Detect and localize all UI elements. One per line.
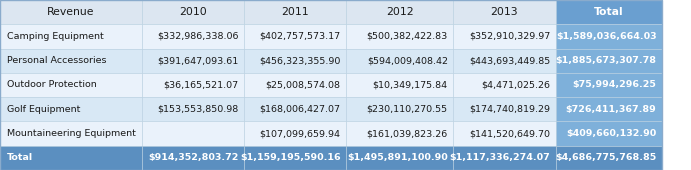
Text: $1,885,673,307.78: $1,885,673,307.78 xyxy=(556,56,656,65)
Bar xyxy=(556,0,662,24)
Text: $443,693,449.85: $443,693,449.85 xyxy=(468,56,550,65)
Bar xyxy=(244,97,346,121)
Bar xyxy=(142,121,244,146)
Bar xyxy=(142,24,244,49)
Bar xyxy=(244,73,346,97)
Bar xyxy=(0,97,142,121)
Text: $402,757,573.17: $402,757,573.17 xyxy=(260,32,341,41)
Text: $25,008,574.08: $25,008,574.08 xyxy=(265,81,341,89)
Bar xyxy=(244,0,346,24)
Text: $1,159,195,590.16: $1,159,195,590.16 xyxy=(240,153,341,162)
Text: Golf Equipment: Golf Equipment xyxy=(7,105,80,114)
Bar xyxy=(556,49,662,73)
Bar xyxy=(142,73,244,97)
Text: $153,553,850.98: $153,553,850.98 xyxy=(157,105,238,114)
Bar xyxy=(453,146,556,170)
Bar xyxy=(556,73,662,97)
Text: 2011: 2011 xyxy=(281,7,309,17)
Text: $1,495,891,100.90: $1,495,891,100.90 xyxy=(347,153,448,162)
Bar xyxy=(142,0,244,24)
Bar xyxy=(0,121,142,146)
Bar xyxy=(346,24,453,49)
Text: $1,589,036,664.03: $1,589,036,664.03 xyxy=(556,32,656,41)
Bar xyxy=(142,49,244,73)
Text: $174,740,819.29: $174,740,819.29 xyxy=(469,105,550,114)
Bar xyxy=(0,0,142,24)
Bar xyxy=(453,121,556,146)
Bar xyxy=(346,73,453,97)
Text: $230,110,270.55: $230,110,270.55 xyxy=(367,105,448,114)
Bar xyxy=(346,0,453,24)
Text: $500,382,422.83: $500,382,422.83 xyxy=(366,32,448,41)
Bar xyxy=(244,49,346,73)
Bar xyxy=(346,146,453,170)
Text: $141,520,649.70: $141,520,649.70 xyxy=(469,129,550,138)
Bar xyxy=(453,73,556,97)
Text: $456,323,355.90: $456,323,355.90 xyxy=(259,56,341,65)
Bar xyxy=(346,49,453,73)
Text: 2013: 2013 xyxy=(491,7,518,17)
Bar xyxy=(244,24,346,49)
Bar xyxy=(556,121,662,146)
Bar xyxy=(453,97,556,121)
Text: $168,006,427.07: $168,006,427.07 xyxy=(260,105,341,114)
Text: Outdoor Protection: Outdoor Protection xyxy=(7,81,97,89)
Bar xyxy=(556,24,662,49)
Bar xyxy=(453,49,556,73)
Text: $75,994,296.25: $75,994,296.25 xyxy=(573,81,656,89)
Text: $409,660,132.90: $409,660,132.90 xyxy=(566,129,656,138)
Bar xyxy=(346,97,453,121)
Text: $4,686,775,768.85: $4,686,775,768.85 xyxy=(555,153,656,162)
Text: Mountaineering Equipment: Mountaineering Equipment xyxy=(7,129,136,138)
Text: 2012: 2012 xyxy=(386,7,413,17)
Text: $914,352,803.72: $914,352,803.72 xyxy=(148,153,238,162)
Text: 2010: 2010 xyxy=(179,7,207,17)
Text: $726,411,367.89: $726,411,367.89 xyxy=(566,105,656,114)
Text: Personal Accessories: Personal Accessories xyxy=(7,56,106,65)
Text: $594,009,408.42: $594,009,408.42 xyxy=(367,56,448,65)
Text: $4,471,025.26: $4,471,025.26 xyxy=(481,81,550,89)
Bar xyxy=(244,121,346,146)
Bar xyxy=(142,146,244,170)
Bar xyxy=(346,121,453,146)
Bar xyxy=(142,97,244,121)
Bar xyxy=(453,24,556,49)
Text: $391,647,093.61: $391,647,093.61 xyxy=(157,56,238,65)
Bar xyxy=(244,146,346,170)
Bar xyxy=(0,73,142,97)
Bar xyxy=(556,97,662,121)
Text: $36,165,521.07: $36,165,521.07 xyxy=(163,81,238,89)
Text: Total: Total xyxy=(7,153,33,162)
Text: Revenue: Revenue xyxy=(47,7,95,17)
Text: $352,910,329.97: $352,910,329.97 xyxy=(468,32,550,41)
Bar xyxy=(0,49,142,73)
Text: $1,117,336,274.07: $1,117,336,274.07 xyxy=(449,153,550,162)
Text: Total: Total xyxy=(594,7,623,17)
Text: Camping Equipment: Camping Equipment xyxy=(7,32,104,41)
Bar xyxy=(556,146,662,170)
Bar xyxy=(0,24,142,49)
Text: $107,099,659.94: $107,099,659.94 xyxy=(260,129,341,138)
Bar xyxy=(0,146,142,170)
Bar xyxy=(453,0,556,24)
Text: $10,349,175.84: $10,349,175.84 xyxy=(372,81,448,89)
Text: $161,039,823.26: $161,039,823.26 xyxy=(366,129,448,138)
Text: $332,986,338.06: $332,986,338.06 xyxy=(157,32,238,41)
